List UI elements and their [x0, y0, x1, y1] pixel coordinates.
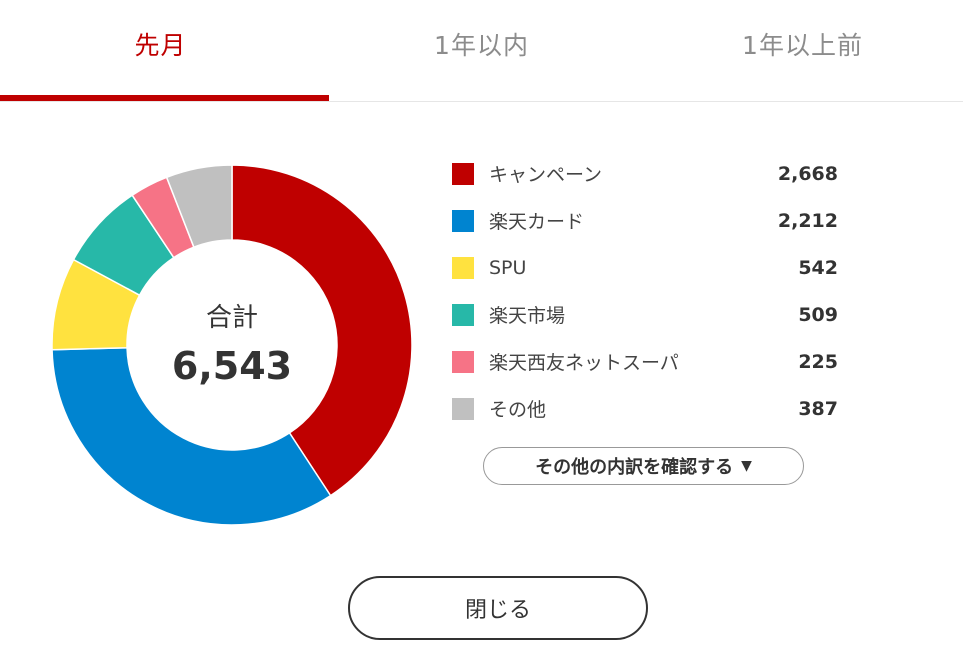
legend-swatch: [452, 303, 474, 326]
legend-value: 387: [798, 397, 838, 420]
active-tab-indicator: [0, 95, 329, 101]
donut-slice-rakuten-card: [51, 346, 332, 526]
legend-value: 2,668: [777, 162, 838, 185]
legend-label: 楽天市場: [489, 305, 566, 327]
tab-label: 先月: [134, 30, 187, 60]
close-button[interactable]: 閉じる: [348, 576, 648, 640]
breakdown-button-label: その他の内訳を確認する: [535, 457, 734, 478]
view-other-breakdown-button[interactable]: その他の内訳を確認する ▼: [483, 447, 804, 485]
tab-label: 1年以上前: [742, 30, 863, 60]
legend-label: 楽天西友ネットスーパ: [489, 352, 679, 374]
legend-value: 542: [798, 256, 838, 279]
legend-label: SPU: [489, 256, 527, 279]
close-button-label: 閉じる: [464, 598, 531, 623]
tab-over-1-year-ago[interactable]: 1年以上前: [642, 0, 963, 101]
legend-item-campaign: キャンペーン 2,668: [452, 150, 838, 197]
legend-value: 225: [798, 350, 838, 373]
donut-slice-other: [165, 164, 233, 249]
legend-value: 2,212: [777, 209, 838, 232]
period-tabs: 先月 1年以内 1年以上前: [0, 0, 963, 102]
caret-down-icon: ▼: [741, 458, 752, 474]
donut-slice-campaign: [231, 164, 413, 497]
legend-item-spu: SPU 542: [452, 244, 838, 291]
tab-label: 1年以内: [434, 30, 529, 60]
points-donut-chart: 合計 6,543: [51, 164, 413, 526]
legend-item-other: その他 387: [452, 385, 838, 432]
donut-chart-svg: [51, 164, 413, 526]
tab-last-month[interactable]: 先月: [0, 0, 321, 101]
legend-item-rakuten-ichiba: 楽天市場 509: [452, 291, 838, 338]
legend-swatch: [452, 397, 474, 420]
chart-legend: キャンペーン 2,668 楽天カード 2,212 SPU 542 楽天市場 50…: [452, 150, 838, 432]
legend-swatch: [452, 350, 474, 373]
legend-item-rakuten-card: 楽天カード 2,212: [452, 197, 838, 244]
legend-swatch: [452, 256, 474, 279]
legend-value: 509: [798, 303, 838, 326]
legend-label: キャンペーン: [489, 164, 603, 186]
legend-label: その他: [489, 399, 547, 421]
legend-swatch: [452, 209, 474, 232]
legend-label: 楽天カード: [489, 211, 585, 233]
legend-item-rakuten-seiyu: 楽天西友ネットスーパ 225: [452, 338, 838, 385]
legend-swatch: [452, 162, 474, 185]
tab-within-1-year[interactable]: 1年以内: [321, 0, 642, 101]
